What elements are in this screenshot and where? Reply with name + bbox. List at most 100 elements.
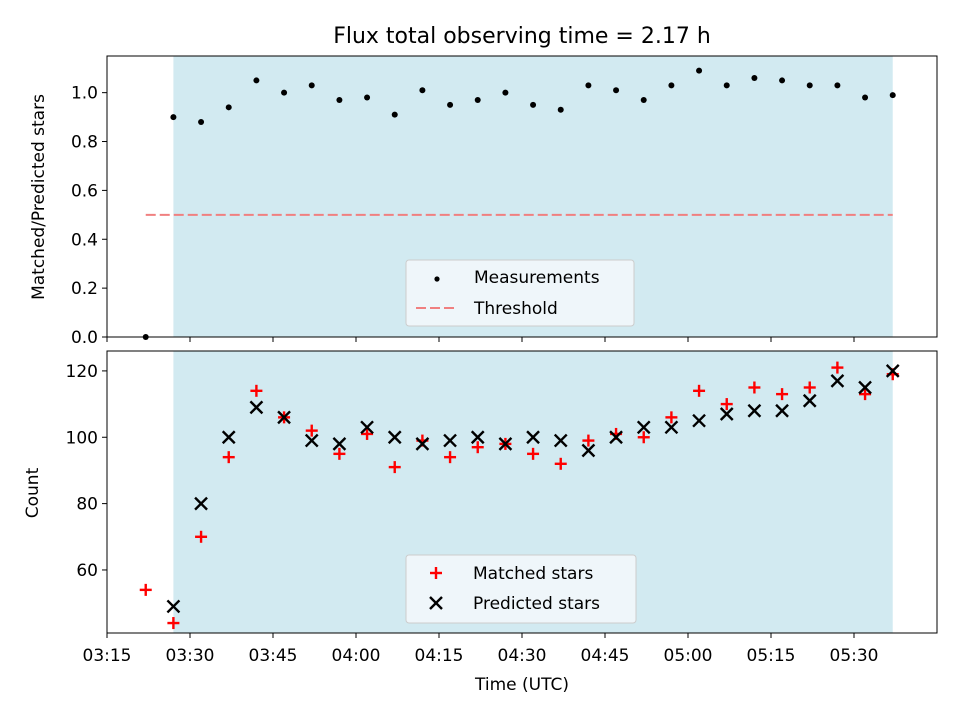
legend-predicted-label: Predicted stars: [473, 594, 600, 614]
predicted-star-stroke-b: [802, 393, 817, 408]
x-tick-label: 03:15: [83, 646, 132, 666]
top-y-tick-label: 1.0: [71, 84, 98, 104]
matched-star-point: [720, 398, 733, 411]
measurement-point: [225, 104, 232, 111]
predicted-star-point: [581, 443, 596, 458]
measurement-point: [585, 82, 592, 89]
measurements-series: [142, 67, 896, 340]
top-axes-frame: [106, 55, 938, 338]
measurement-point: [364, 94, 371, 101]
measurement-point: [530, 101, 537, 108]
top-legend-box: [405, 259, 635, 327]
bottom-y-tick-label: 80: [76, 495, 98, 515]
measurement-point: [557, 106, 564, 113]
measurement-point: [779, 77, 786, 84]
matched-star-point: [305, 424, 318, 437]
top-y-tick-label: 0.4: [71, 230, 98, 250]
predicted-star-stroke-b: [194, 496, 208, 511]
matched-star-point: [831, 361, 844, 374]
x-tick-label: 04:15: [415, 646, 464, 666]
legend-measurements-marker: [434, 276, 440, 282]
predicted-star-point: [277, 410, 291, 425]
measurement-point: [640, 96, 647, 103]
x-tick-label: 03:30: [166, 646, 215, 666]
measurement-point: [723, 82, 730, 89]
bottom-legend: Matched stars Predicted stars: [405, 554, 637, 624]
measurement-point: [889, 92, 896, 99]
matched-star-point: [665, 411, 678, 424]
predicted-star-stroke-b: [360, 420, 374, 435]
x-tick-label: 03:45: [249, 646, 298, 666]
predicted-star-stroke-b: [332, 437, 347, 451]
predicted-star-stroke-b: [553, 433, 568, 448]
predicted-star-stroke-b: [885, 364, 900, 378]
predicted-star-stroke-b: [609, 430, 623, 445]
predicted-star-point: [360, 420, 374, 435]
predicted-star-point: [470, 430, 485, 445]
predicted-stars-series: [166, 364, 900, 614]
predicted-star-point: [443, 433, 457, 448]
top-y-ticks: 0.0 0.2 0.4 0.6 0.8 1.0: [71, 84, 107, 348]
predicted-star-point: [719, 407, 734, 421]
measurement-point: [613, 87, 620, 94]
top-x-ticks: [106, 337, 855, 342]
matched-star-point: [333, 447, 346, 460]
matched-star-point: [527, 447, 540, 460]
top-y-axis-label: Matched/Predicted stars: [29, 94, 49, 300]
matched-star-point: [803, 381, 816, 394]
predicted-star-stroke-b: [636, 420, 651, 435]
predicted-star-point: [775, 403, 789, 418]
measurement-point: [391, 111, 398, 118]
matched-star-point: [444, 451, 457, 464]
predicted-star-stroke-b: [498, 437, 513, 451]
measurement-point: [751, 74, 758, 81]
predicted-star-stroke-b: [719, 407, 734, 421]
measurement-point: [281, 89, 288, 96]
measurement-point: [696, 67, 703, 74]
predicted-star-stroke-b: [830, 374, 845, 388]
legend-measurements-label: Measurements: [474, 268, 600, 288]
x-axis-label: Time (UTC): [474, 675, 569, 695]
matched-star-point: [250, 384, 263, 397]
predicted-star-stroke-b: [249, 400, 264, 415]
measurement-point: [447, 101, 454, 108]
predicted-star-point: [415, 437, 430, 451]
bottom-panel: 60 80 100 120 03:15 03:30 03:45 04:00 04:15 04:3…: [23, 350, 938, 695]
predicted-star-point: [609, 430, 623, 445]
top-y-tick-label: 0.8: [71, 133, 98, 153]
predicted-star-stroke-b: [581, 443, 596, 458]
legend-threshold-label: Threshold: [473, 299, 558, 319]
predicted-star-point: [636, 420, 651, 435]
predicted-star-point: [830, 374, 845, 388]
measurement-point: [862, 94, 869, 101]
predicted-star-point: [166, 599, 181, 614]
top-legend: Measurements Threshold: [405, 259, 635, 327]
bottom-y-tick-label: 120: [66, 362, 98, 382]
predicted-star-point: [664, 420, 679, 435]
measurement-point: [806, 82, 813, 89]
measurement-point: [170, 114, 177, 121]
bottom-y-axis-label: Count: [23, 467, 43, 518]
chart-title: Flux total observing time = 2.17 h: [333, 24, 711, 49]
matched-star-point: [139, 583, 152, 596]
measurement-point: [198, 118, 205, 125]
matched-star-point: [582, 434, 595, 447]
predicted-star-stroke-b: [775, 403, 789, 418]
measurement-point: [474, 96, 481, 103]
predicted-star-point: [498, 437, 513, 451]
predicted-star-stroke-b: [387, 430, 402, 445]
matched-star-point: [388, 461, 401, 474]
matched-star-point: [693, 384, 706, 397]
matched-star-point: [167, 617, 180, 630]
predicted-star-stroke-b: [664, 420, 679, 435]
matched-star-point: [637, 431, 650, 444]
predicted-star-point: [747, 403, 762, 418]
matched-star-point: [554, 457, 567, 470]
bottom-x-ticks: 03:15 03:30 03:45 04:00 04:15 04:30 04:45 05:00…: [83, 633, 879, 666]
predicted-star-point: [387, 430, 402, 445]
top-y-tick-label: 0.0: [71, 328, 98, 348]
predicted-star-point: [858, 380, 872, 395]
predicted-star-stroke-b: [470, 430, 485, 445]
measurement-point: [308, 82, 315, 89]
